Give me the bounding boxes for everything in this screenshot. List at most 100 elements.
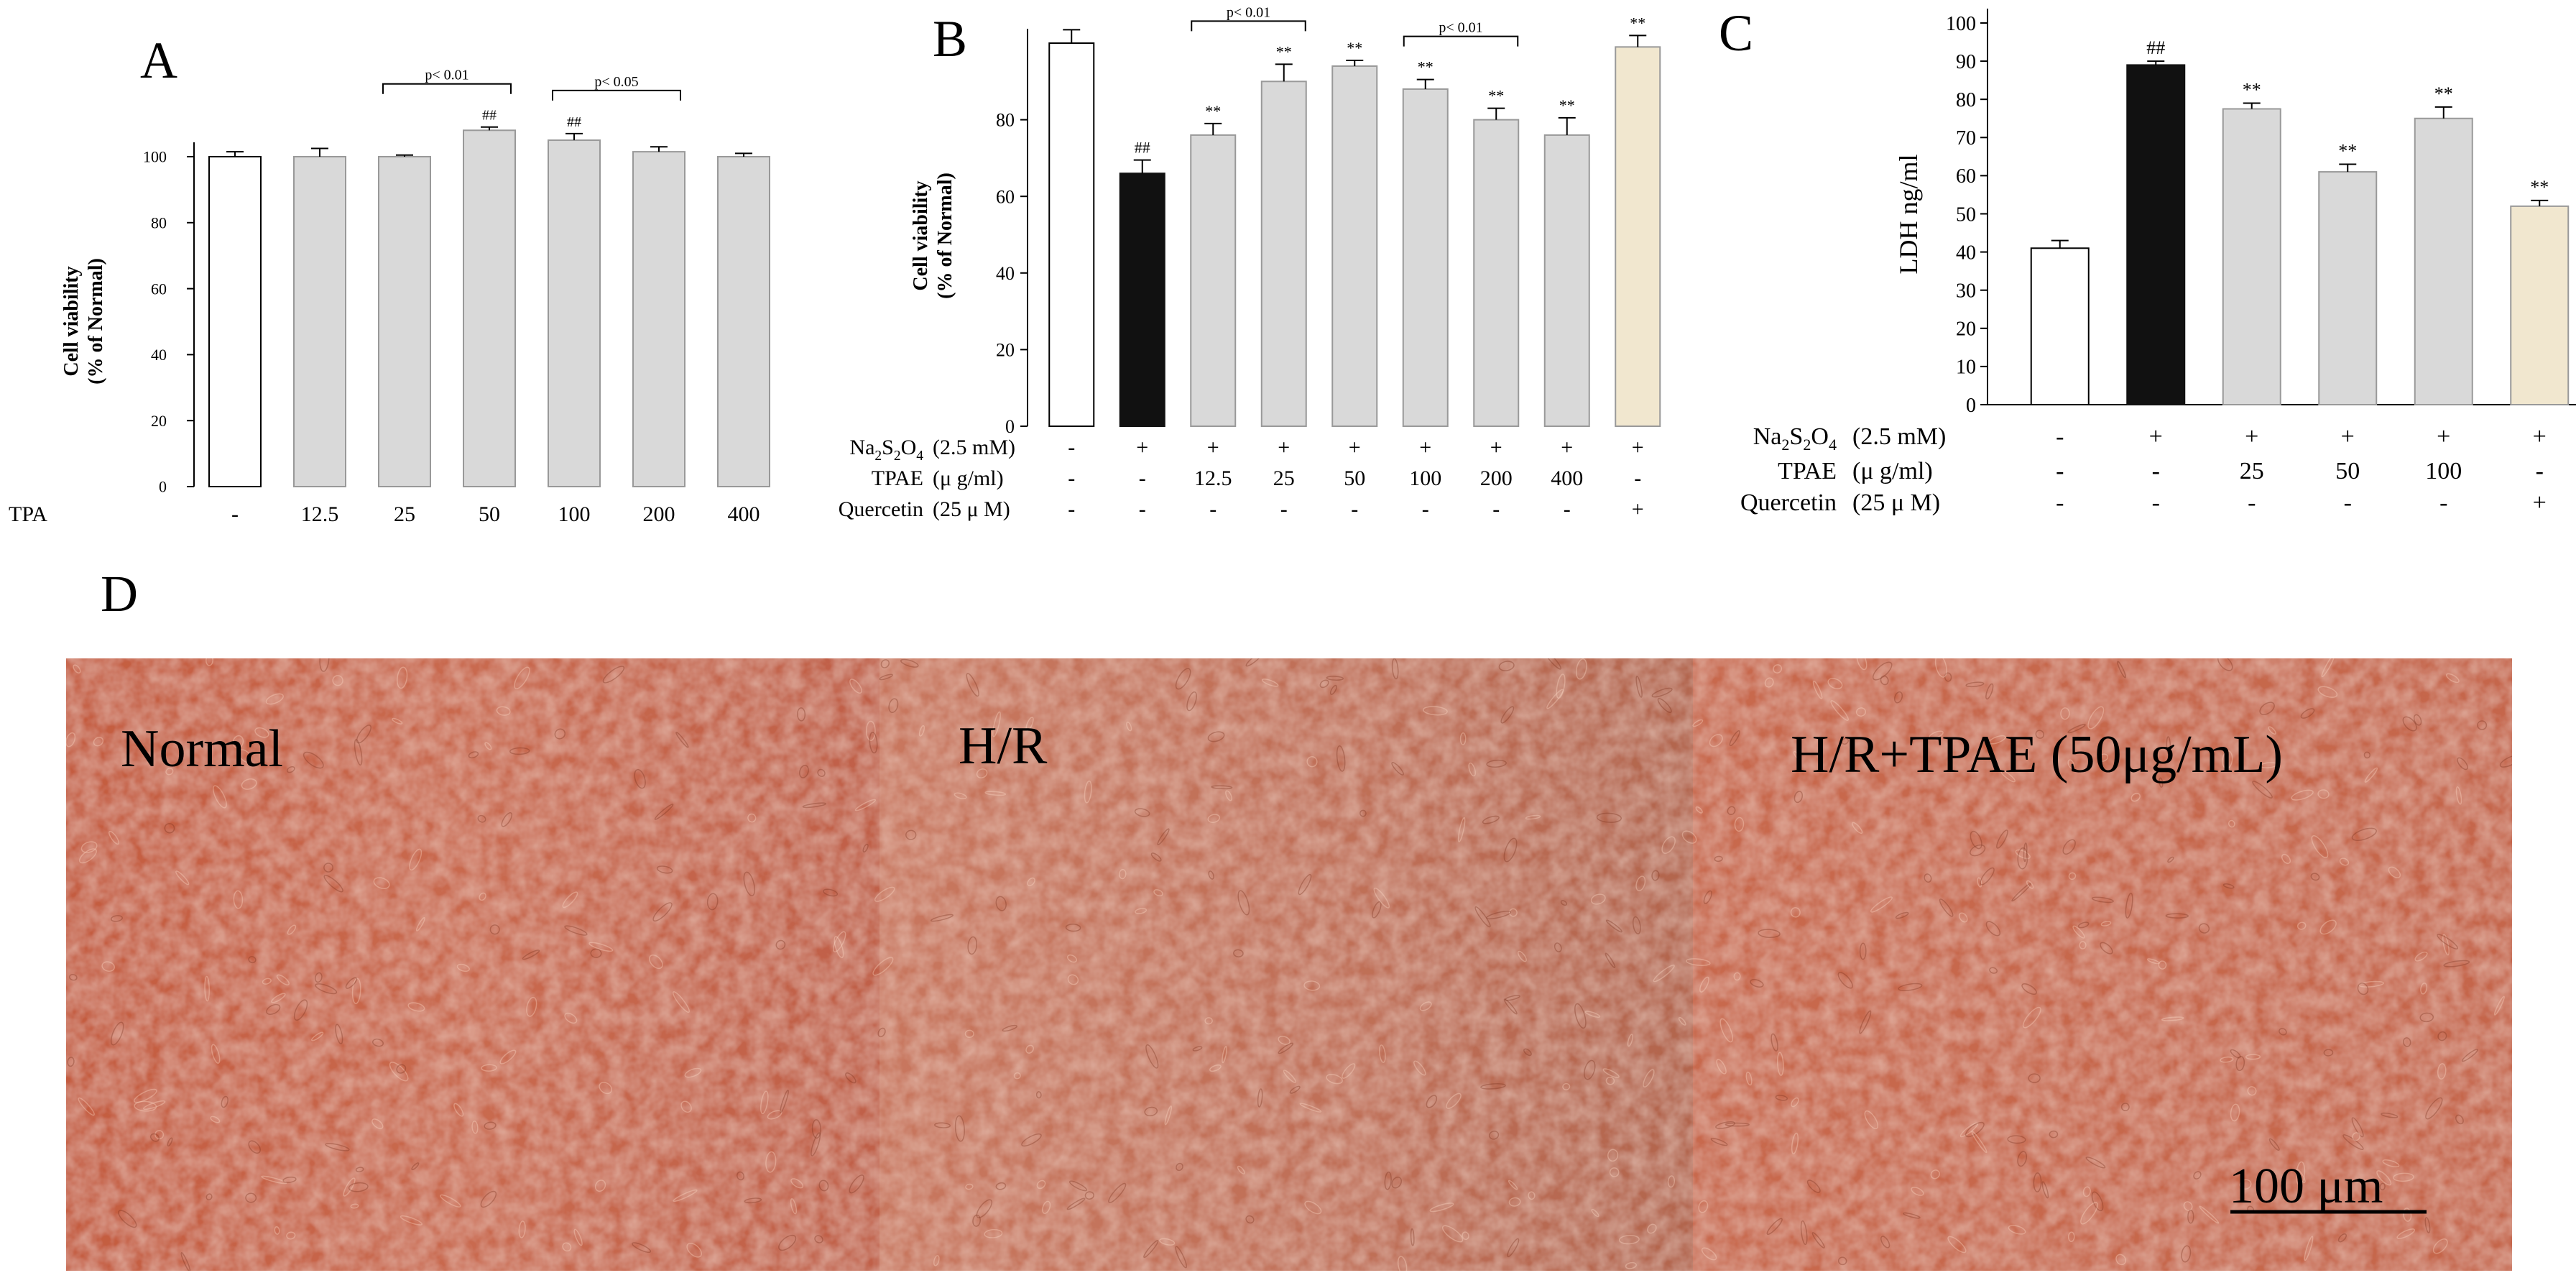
chart-panel-b: B 0 20 40 60 80 Cell viability (% of Normal) ## *… (839, 4, 1661, 521)
cell-mark (814, 1235, 823, 1243)
cell-mark (371, 1038, 384, 1047)
cell-mark (2100, 921, 2112, 926)
cell-mark (1971, 1131, 1988, 1154)
cell-mark (1830, 700, 1849, 721)
chart-panel-c: C 0 10 20 30 40 50 60 70 80 90 100 LDH ng/ml ## ** ** **… (1719, 4, 2576, 516)
cell-mark (1373, 887, 1390, 909)
cell-mark (1175, 668, 1191, 690)
cell-mark (1429, 1202, 1454, 1213)
cell-mark (849, 1174, 864, 1194)
cell-mark (872, 957, 894, 976)
cell-mark (149, 1133, 160, 1142)
bar (632, 151, 685, 488)
cell-mark (409, 848, 423, 871)
cell-mark (354, 739, 363, 766)
treatment-value: + (1419, 436, 1431, 459)
treatment-value: - (1139, 497, 1146, 521)
cell-mark (2033, 1172, 2042, 1192)
cell-mark (765, 1151, 777, 1173)
cell-mark (854, 799, 877, 811)
row-unit: (25 μ M) (933, 497, 1010, 521)
cell-mark (554, 728, 566, 740)
cell-mark (905, 829, 917, 840)
treatment-value: 100 (2425, 458, 2462, 484)
cell-mark (1459, 732, 1467, 745)
cell-mark (1523, 1048, 1532, 1057)
cell-mark (323, 875, 343, 893)
cell-mark (684, 1067, 702, 1078)
cell-mark (1482, 815, 1500, 824)
cell-mark (356, 725, 371, 744)
cell-mark (778, 1234, 797, 1251)
cell-mark (737, 1171, 745, 1181)
cell-mark (1681, 830, 1697, 844)
cell-mark (1793, 791, 1804, 804)
cell-mark (397, 666, 408, 689)
cell-mark (271, 993, 286, 1003)
cell-mark (1635, 875, 1646, 891)
cell-mark (1734, 817, 1745, 832)
cell-mark (2028, 1073, 2041, 1083)
cell-mark (1480, 1083, 1506, 1090)
cell-mark (1591, 1208, 1599, 1218)
cell-mark (2268, 1138, 2280, 1151)
cell-mark (743, 871, 756, 896)
row-label: TPAE (1778, 458, 1837, 484)
treatment-value: + (1490, 436, 1502, 459)
cell-mark (1486, 910, 1512, 920)
bar (1331, 65, 1378, 427)
cell-mark (241, 778, 257, 790)
cell-mark (1517, 950, 1527, 962)
cell-mark (2279, 1028, 2287, 1036)
row-label-part: 2 (1803, 436, 1811, 454)
cell-mark (1714, 855, 1723, 863)
cell-mark (1653, 965, 1675, 983)
cell-mark (1500, 706, 1515, 724)
cell-mark (110, 1021, 124, 1046)
bar (2030, 247, 2090, 406)
cell-mark (1980, 867, 1995, 886)
y-tick-label: 80 (1956, 89, 1976, 111)
cell-mark (1643, 1069, 1655, 1087)
cell-mark (2437, 1063, 2447, 1080)
significance-marker: ** (1205, 102, 1221, 120)
cell-mark (1692, 719, 1704, 727)
cell-mark (2455, 1114, 2464, 1125)
cell-mark (501, 812, 513, 827)
cell-mark (1773, 664, 1783, 673)
cell-mark (2166, 736, 2171, 755)
cell-mark (2413, 714, 2422, 726)
y-axis-label: Cell viability (% of Normal) (910, 173, 956, 299)
cell-mark (2000, 770, 2016, 783)
cell-mark (1108, 1182, 1127, 1203)
cell-marks (65, 646, 2521, 1276)
cell-mark (371, 1118, 384, 1129)
cell-mark (2091, 896, 2114, 903)
cell-mark (1837, 972, 1853, 989)
cell-mark (954, 792, 967, 799)
cell-mark (1508, 1179, 1518, 1190)
cell-mark (311, 1031, 324, 1041)
x-tick-label: 100 (558, 502, 591, 526)
cell-mark (2220, 1056, 2234, 1063)
cell-mark (1996, 829, 2008, 849)
cell-mark (1556, 673, 1566, 699)
cell-mark (2067, 759, 2075, 769)
cell-mark (1719, 1018, 1733, 1043)
cell-mark (1153, 889, 1163, 897)
cell-mark (649, 954, 663, 970)
cell-mark (78, 1097, 95, 1116)
cell-mark (680, 1100, 692, 1113)
significance-marker: ** (2434, 83, 2453, 104)
cell-mark (1326, 1074, 1343, 1085)
cell-mark (80, 841, 98, 853)
row-label: TPAE (872, 466, 923, 490)
y-tick-label: 70 (1956, 127, 1976, 150)
cell-mark (1903, 1212, 1921, 1219)
cell-mark (564, 925, 588, 936)
cell-mark (780, 1089, 789, 1113)
cell-mark (276, 974, 290, 985)
cell-mark (2230, 1049, 2241, 1059)
cell-mark (2381, 1112, 2399, 1118)
x-tick-label: 50 (479, 502, 500, 526)
